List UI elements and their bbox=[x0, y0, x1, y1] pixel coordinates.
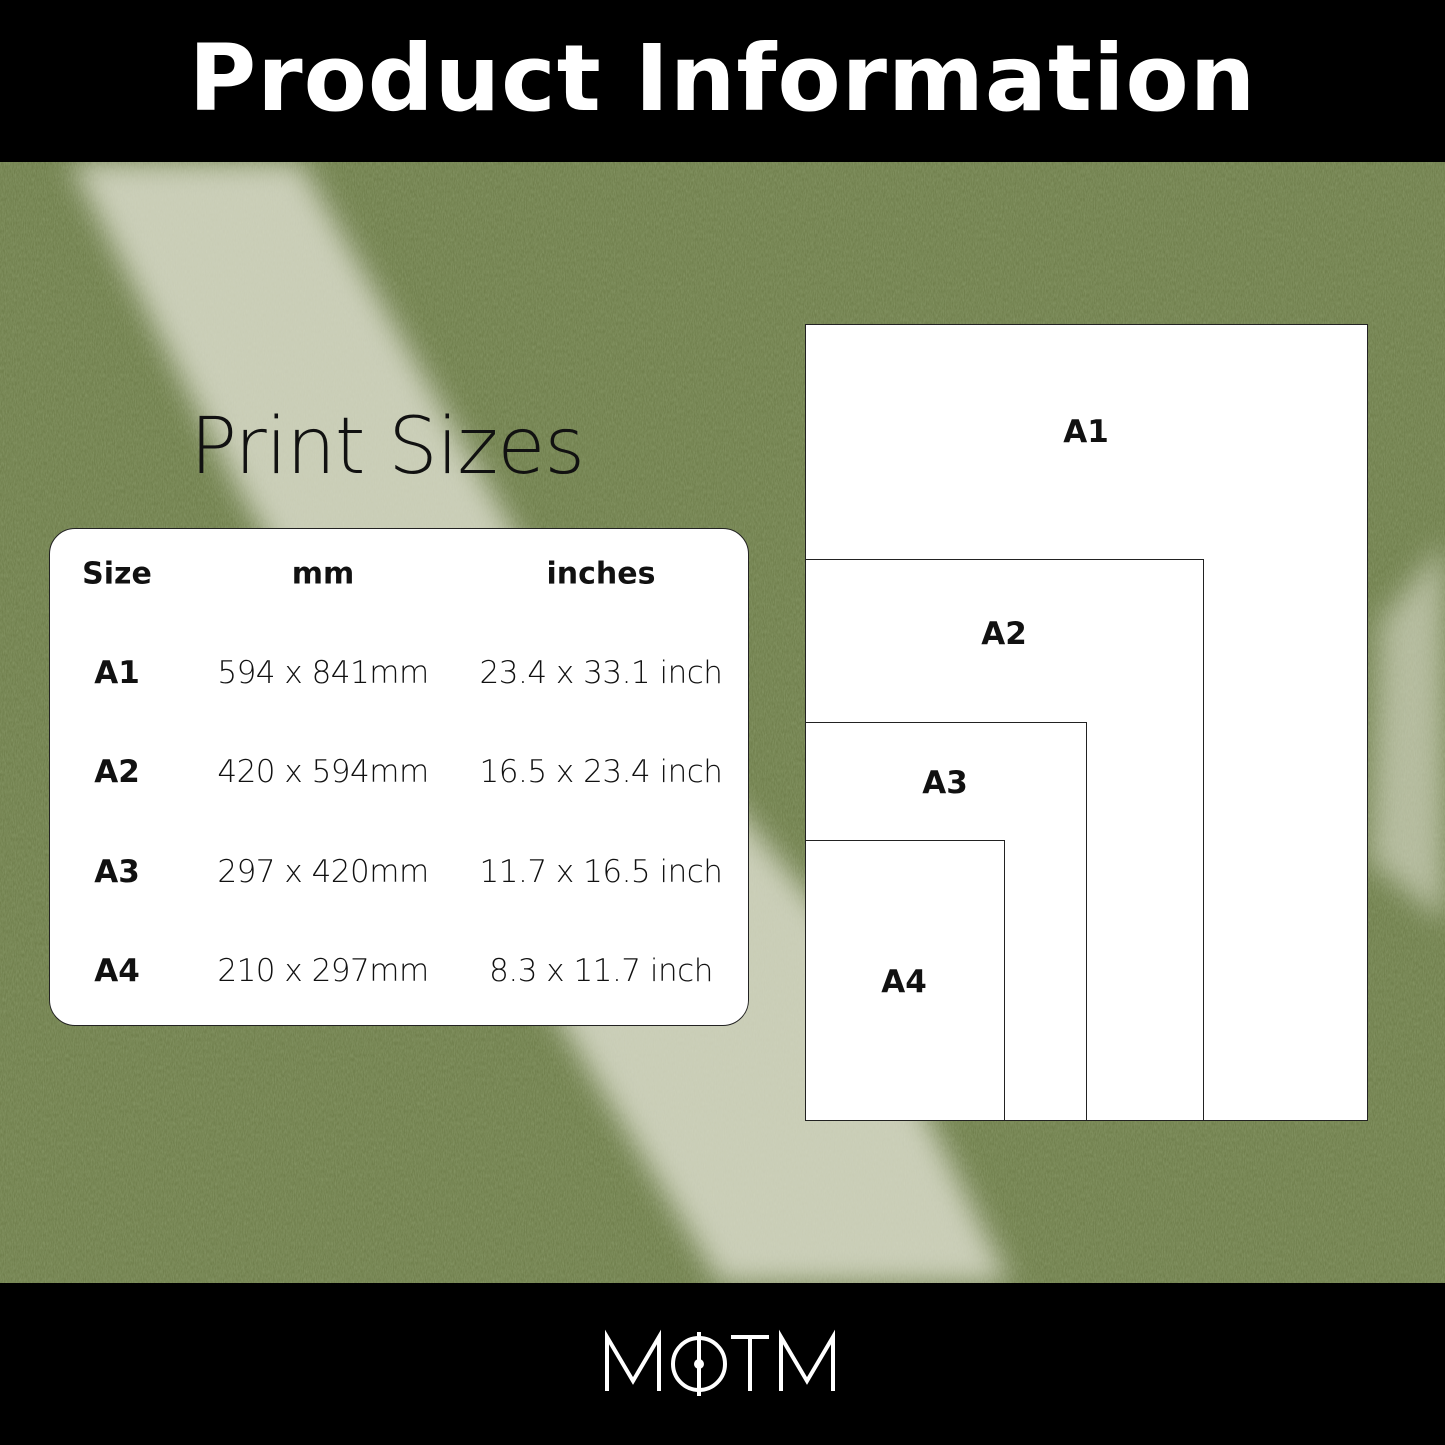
a4-size-rect bbox=[805, 840, 1005, 1121]
motm-logo bbox=[604, 1329, 835, 1396]
row-mm: 594 x 841mm bbox=[217, 655, 429, 691]
row-inches: 11.7 x 16.5 inch bbox=[479, 854, 723, 890]
a2-label: A2 bbox=[981, 616, 1027, 652]
page-title: Product Information bbox=[188, 24, 1257, 132]
row-size: A3 bbox=[94, 854, 140, 890]
row-inches: 16.5 x 23.4 inch bbox=[479, 754, 723, 790]
row-mm: 420 x 594mm bbox=[217, 754, 429, 790]
header-bar: Product Information bbox=[0, 0, 1445, 162]
footer-bar bbox=[0, 1283, 1445, 1445]
a3-label: A3 bbox=[922, 765, 968, 801]
column-header-mm: mm bbox=[291, 556, 355, 592]
row-inches: 23.4 x 33.1 inch bbox=[479, 655, 723, 691]
print-sizes-table: Size mm inches A1 594 x 841mm 23.4 x 33.… bbox=[49, 528, 749, 1026]
row-size: A2 bbox=[94, 754, 140, 790]
row-inches: 8.3 x 11.7 inch bbox=[489, 953, 713, 989]
row-mm: 297 x 420mm bbox=[217, 854, 429, 890]
a4-label: A4 bbox=[881, 964, 927, 1000]
column-header-size: Size bbox=[82, 556, 152, 592]
row-size: A4 bbox=[94, 953, 140, 989]
column-header-inches: inches bbox=[546, 556, 656, 592]
row-mm: 210 x 297mm bbox=[217, 953, 429, 989]
row-size: A1 bbox=[94, 655, 140, 691]
a1-label: A1 bbox=[1063, 414, 1109, 450]
section-title: Print Sizes bbox=[190, 402, 585, 492]
